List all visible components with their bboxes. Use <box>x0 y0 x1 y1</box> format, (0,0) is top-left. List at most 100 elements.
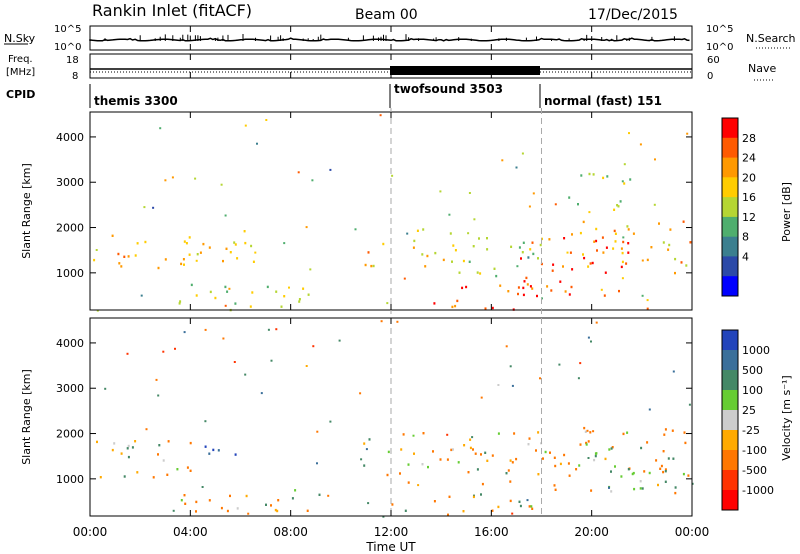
velocity-cell-7 <box>683 431 686 434</box>
power-cell-2 <box>283 295 286 298</box>
power-cell-2 <box>302 287 305 290</box>
power-cell-4 <box>449 232 452 235</box>
power-cell-1 <box>225 247 228 250</box>
power-cell-7 <box>625 262 628 265</box>
power-noise-cell <box>164 179 167 182</box>
power-cell-6 <box>527 256 530 259</box>
power-cell-6 <box>493 267 496 270</box>
colorbar-tick-5: 8 <box>742 231 749 244</box>
power-noise-cell <box>244 124 247 127</box>
velocity-cell-6 <box>530 505 533 508</box>
power-cell-4 <box>476 271 479 274</box>
power-cell-7 <box>563 237 566 240</box>
velocity-cell-3 <box>184 502 187 505</box>
power-cell-9 <box>580 174 583 177</box>
velocity-cell-6 <box>531 507 534 510</box>
velocity-cell-7 <box>553 456 556 459</box>
colorbar-swatch-1 <box>722 137 738 159</box>
velocity-ytick-label-3: 4000 <box>56 337 84 350</box>
power-noise-cell <box>224 304 227 307</box>
colorbar-tick-0: 1000 <box>742 344 770 357</box>
velocity-cell-5 <box>413 452 415 455</box>
power-cell-1 <box>233 241 236 244</box>
velocity-cell-3 <box>236 507 239 510</box>
velocity-cell-6 <box>480 493 482 496</box>
power-cell-7 <box>525 276 528 280</box>
power-noise-cell <box>403 277 406 280</box>
colorbar-swatch-0 <box>722 118 738 139</box>
velocity-cell-5 <box>450 448 453 452</box>
velocity-y-axis: 1000 2000 3000 4000 <box>56 337 692 486</box>
power-cell-7 <box>568 293 571 296</box>
cpid-label: CPID <box>6 88 35 101</box>
velocity-cell-3 <box>277 499 280 502</box>
velocity-cell-0 <box>99 476 102 479</box>
colorbar-tick-7: -1000 <box>742 484 774 497</box>
power-noise-cell <box>283 242 286 245</box>
velocity-noise-cell <box>222 337 225 340</box>
power-noise-cell <box>532 192 535 195</box>
velocity-cell-4 <box>363 464 366 467</box>
velocity-cell-5 <box>467 471 470 474</box>
velocity-noise-cell <box>446 433 449 436</box>
power-cell-2 <box>251 291 254 294</box>
power-cell-4 <box>468 260 471 263</box>
velocity-cell-3 <box>265 503 267 506</box>
freq-label-2: [MHz] <box>6 67 35 78</box>
velocity-cell-7 <box>662 470 665 474</box>
velocity-cell-8 <box>627 468 630 471</box>
colorbar-swatch-8 <box>722 276 738 297</box>
velocity-cell-0 <box>96 440 98 444</box>
power-noise-cell <box>152 206 155 209</box>
velocity-noise-cell <box>155 378 158 381</box>
velocity-cell-5 <box>527 443 530 446</box>
power-noise-cell <box>288 286 290 289</box>
velocity-noise-cell <box>145 428 148 431</box>
velocity-cell-5 <box>486 459 489 462</box>
power-cell-6 <box>537 257 539 260</box>
power-noise-cell <box>309 268 312 271</box>
power-cell-7 <box>620 265 623 269</box>
nsky-spikes <box>104 34 675 41</box>
velocity-cell-0 <box>136 471 139 474</box>
power-colorbar-label: Power [dB] <box>780 182 793 242</box>
velocity-cell-0 <box>127 444 130 448</box>
velocity-cell-7 <box>631 472 634 476</box>
velocity-cell-5 <box>537 473 540 476</box>
velocity-cell-8 <box>672 457 675 460</box>
velocity-noise-cell <box>359 392 362 395</box>
velocity-cell-5 <box>421 463 424 466</box>
velocity-cell-0 <box>131 446 134 449</box>
power-cell-0 <box>183 263 185 266</box>
power-cell-9 <box>588 172 591 176</box>
velocity-cell-5 <box>469 446 472 450</box>
power-cell-7 <box>550 289 553 292</box>
power-cell-7 <box>522 293 525 297</box>
power-noise-cell <box>254 251 257 254</box>
velocity-noise-cell <box>579 362 582 365</box>
power-cell-9 <box>577 203 579 206</box>
power-cell-4 <box>413 239 416 243</box>
power-cell-7 <box>622 240 625 244</box>
colorbar-tick-1: 24 <box>742 152 756 165</box>
velocity-noise-cell <box>539 377 541 380</box>
velocity-cell-5 <box>491 454 494 457</box>
velocity-cell-6 <box>509 499 512 503</box>
velocity-cell-5 <box>432 450 434 453</box>
colorbar-tick-1: 500 <box>742 364 763 377</box>
power-noise-cell <box>641 294 644 297</box>
power-cell-7 <box>618 289 620 293</box>
velocity-cell-3 <box>318 493 321 496</box>
power-cell-0 <box>120 265 123 268</box>
velocity-cell-3 <box>294 489 297 492</box>
xtick-label-2: 08:00 <box>273 525 308 539</box>
colorbar-tick-0: 28 <box>742 132 756 145</box>
velocity-noise-cell <box>526 499 529 502</box>
power-cell-7 <box>546 285 549 288</box>
power-cell-7 <box>571 268 574 271</box>
power-cell-8 <box>658 222 660 225</box>
velocity-cell-7 <box>684 441 687 445</box>
power-cell-8 <box>587 265 590 268</box>
power-cell-8 <box>582 220 585 224</box>
velocity-cell-0 <box>134 440 137 443</box>
